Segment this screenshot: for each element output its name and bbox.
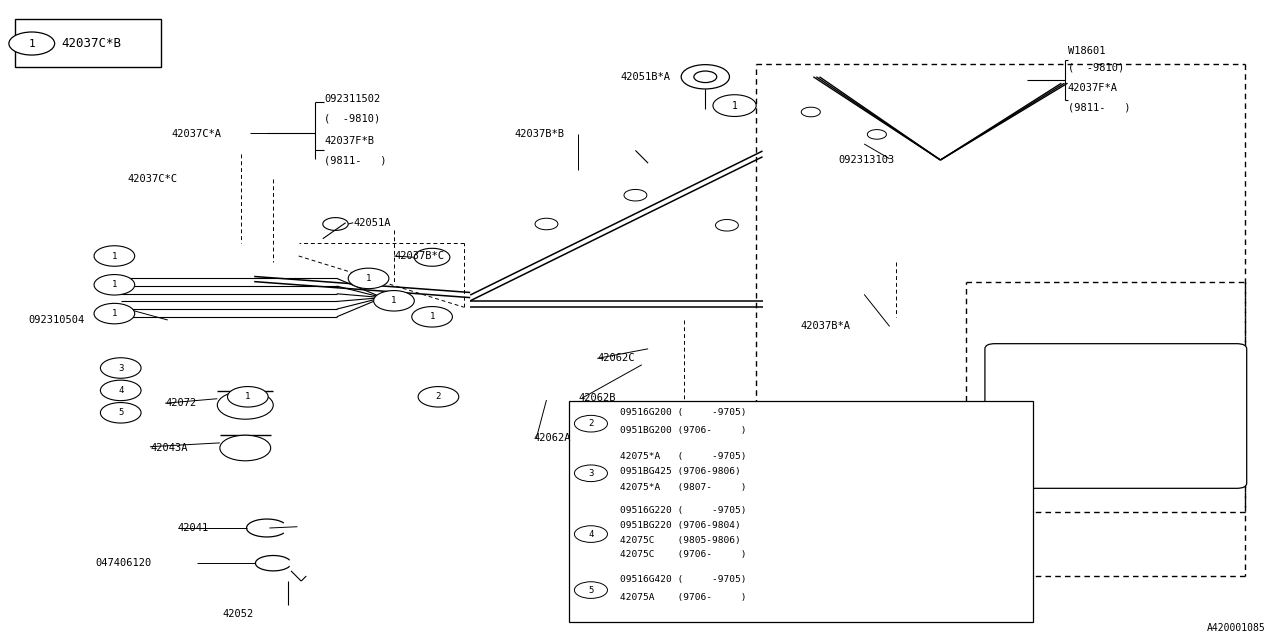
Text: 42052: 42052 <box>223 609 253 620</box>
Circle shape <box>93 275 134 295</box>
Text: 09516G420 (     -9705): 09516G420 ( -9705) <box>621 575 746 584</box>
Text: 42037B*B: 42037B*B <box>515 129 564 140</box>
Text: W18601: W18601 <box>1068 46 1105 56</box>
Circle shape <box>713 95 756 116</box>
Text: 1: 1 <box>246 392 251 401</box>
Text: 42075*A   (9807-     ): 42075*A (9807- ) <box>621 483 746 492</box>
Text: 3: 3 <box>118 364 123 372</box>
Text: 047406120: 047406120 <box>95 558 151 568</box>
Circle shape <box>348 268 389 289</box>
Text: 092313103: 092313103 <box>838 155 895 165</box>
Text: (9811-   ): (9811- ) <box>1068 102 1130 113</box>
Text: 42075*A   (     -9705): 42075*A ( -9705) <box>621 452 746 461</box>
Circle shape <box>100 358 141 378</box>
FancyBboxPatch shape <box>984 344 1247 488</box>
Circle shape <box>412 307 452 327</box>
Circle shape <box>419 387 458 407</box>
Text: 2: 2 <box>589 419 594 428</box>
Text: 42051A: 42051A <box>353 218 390 228</box>
Text: 2: 2 <box>435 392 442 401</box>
Text: A420001085: A420001085 <box>1207 623 1266 634</box>
Text: 42062A: 42062A <box>534 433 571 444</box>
Circle shape <box>575 582 608 598</box>
Text: 1: 1 <box>111 280 116 289</box>
Text: 5: 5 <box>118 408 123 417</box>
Circle shape <box>93 303 134 324</box>
Text: 42075A    (9706-     ): 42075A (9706- ) <box>621 593 746 602</box>
Text: 4: 4 <box>589 529 594 539</box>
Circle shape <box>100 403 141 423</box>
Text: 42072: 42072 <box>165 398 196 408</box>
Bar <box>570 401 1033 622</box>
Circle shape <box>228 387 268 407</box>
Text: 4: 4 <box>118 386 123 395</box>
Text: 09516G200 (     -9705): 09516G200 ( -9705) <box>621 408 746 417</box>
Text: 1: 1 <box>28 38 35 49</box>
Circle shape <box>694 71 717 83</box>
Text: (  -9810): ( -9810) <box>324 113 380 124</box>
Circle shape <box>575 415 608 432</box>
Text: 092311502: 092311502 <box>324 94 380 104</box>
Text: 42062B: 42062B <box>579 393 616 403</box>
Circle shape <box>374 291 415 311</box>
Circle shape <box>93 246 134 266</box>
Text: 42037C*A: 42037C*A <box>172 129 221 140</box>
Circle shape <box>575 465 608 482</box>
Circle shape <box>218 391 273 419</box>
Text: 0951BG220 (9706-9804): 0951BG220 (9706-9804) <box>621 520 741 530</box>
Circle shape <box>1110 394 1172 426</box>
Text: 42037C*B: 42037C*B <box>61 37 122 50</box>
Bar <box>15 19 161 67</box>
Text: 42062C: 42062C <box>598 353 635 364</box>
Circle shape <box>220 435 270 461</box>
Text: 09516G220 (     -9705): 09516G220 ( -9705) <box>621 506 746 515</box>
Text: 0951BG200 (9706-     ): 0951BG200 (9706- ) <box>621 426 746 435</box>
Text: 42051B*A: 42051B*A <box>621 72 671 82</box>
Text: 42075C    (9805-9806): 42075C (9805-9806) <box>621 536 741 545</box>
Text: 42043A: 42043A <box>150 443 187 453</box>
Text: 42037F*B: 42037F*B <box>324 136 374 146</box>
Text: 1: 1 <box>392 296 397 305</box>
Text: 42075C    (9706-     ): 42075C (9706- ) <box>621 550 746 559</box>
Text: 5: 5 <box>589 586 594 595</box>
Text: 42037B*A: 42037B*A <box>800 321 851 332</box>
Text: 1: 1 <box>429 312 435 321</box>
Text: 1: 1 <box>111 309 116 318</box>
Text: 42037B*C: 42037B*C <box>394 251 444 261</box>
Text: 42041: 42041 <box>178 523 209 533</box>
Circle shape <box>575 526 608 543</box>
Circle shape <box>100 380 141 401</box>
Text: 3: 3 <box>589 468 594 478</box>
Circle shape <box>9 32 55 55</box>
Text: (  -9810): ( -9810) <box>1068 62 1124 72</box>
Text: 0951BG425 (9706-9806): 0951BG425 (9706-9806) <box>621 467 741 476</box>
Text: (9811-   ): (9811- ) <box>324 155 387 165</box>
Text: 42037C*C: 42037C*C <box>127 174 177 184</box>
Text: 1: 1 <box>111 252 116 260</box>
Text: 42037F*A: 42037F*A <box>1068 83 1117 93</box>
Text: 1: 1 <box>732 100 737 111</box>
Circle shape <box>681 65 730 89</box>
Text: 1: 1 <box>366 274 371 283</box>
Text: 092310504: 092310504 <box>28 315 84 325</box>
